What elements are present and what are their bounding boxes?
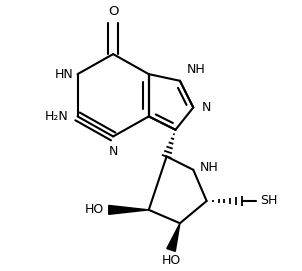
Polygon shape [109,205,149,214]
Text: HN: HN [54,68,73,81]
Text: N: N [202,101,212,114]
Text: NH: NH [187,63,205,76]
Text: SH: SH [260,195,278,208]
Text: HO: HO [161,254,181,267]
Text: NH: NH [200,161,219,174]
Polygon shape [167,223,180,251]
Text: H₂N: H₂N [45,110,69,123]
Text: O: O [108,5,118,18]
Text: HO: HO [85,203,104,216]
Text: N: N [108,145,118,158]
